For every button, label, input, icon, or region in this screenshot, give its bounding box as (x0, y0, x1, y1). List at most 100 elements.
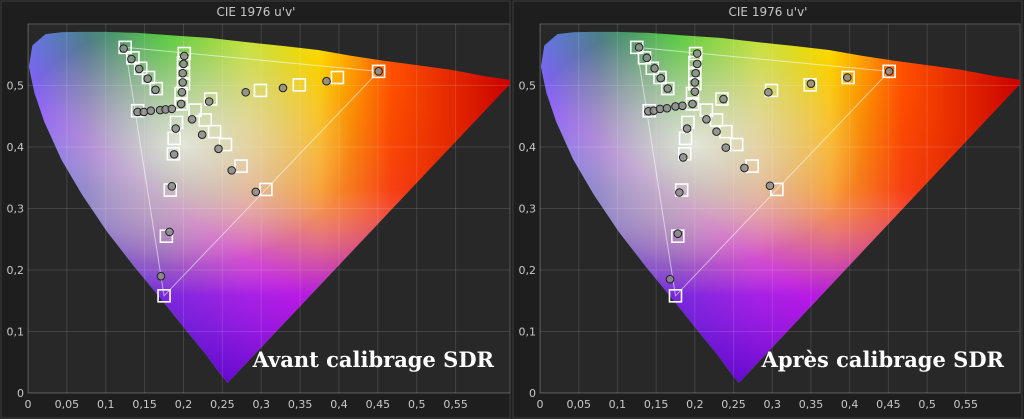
plot-content (28, 24, 510, 393)
target-square (660, 81, 675, 96)
x-tick-label: 0,1 (609, 398, 627, 411)
x-tick-label: 0,05 (55, 398, 80, 411)
plot-content (540, 24, 1020, 393)
x-tick-label: 0 (25, 398, 32, 411)
target-square (292, 78, 307, 92)
white-point-glow (28, 31, 510, 383)
measured-point (214, 144, 223, 154)
measured-point (663, 84, 673, 93)
target-square (803, 78, 817, 92)
measured-point (655, 104, 665, 114)
x-tick-label: 0,35 (799, 398, 824, 411)
measured-point (177, 87, 187, 97)
target-square (653, 70, 667, 85)
measured-point (187, 115, 197, 124)
chart-title: CIE 1976 u'v' (217, 5, 296, 19)
measured-point (712, 127, 721, 136)
target-square (141, 70, 156, 85)
target-square (126, 51, 140, 65)
target-square (715, 92, 729, 106)
measured-point (884, 67, 894, 76)
measured-point (671, 102, 680, 111)
measured-point (134, 64, 144, 74)
target-square (259, 182, 273, 197)
x-tick-label: 0,05 (566, 398, 591, 411)
x-tick-label: 0,4 (330, 398, 348, 411)
measured-point (719, 94, 728, 104)
target-square (118, 40, 132, 55)
y-tick-label: 0,1 (519, 326, 537, 339)
calibration-caption: Avant calibrage SDR (252, 347, 495, 372)
target-square (371, 64, 386, 79)
target-square (882, 64, 896, 79)
x-tick-label: 0,2 (686, 398, 704, 411)
x-tick-label: 0,4 (841, 398, 859, 411)
x-tick-label: 0,45 (876, 398, 901, 411)
measured-point (662, 103, 672, 113)
target-square (188, 103, 202, 117)
measured-point (702, 115, 711, 124)
x-tick-label: 0,2 (175, 398, 193, 411)
measured-point (127, 54, 136, 64)
y-tick-label: 0 (17, 387, 24, 400)
x-tick-label: 0,35 (288, 398, 313, 411)
y-tick-label: 0,2 (519, 264, 537, 277)
y-tick-label: 0,2 (7, 264, 25, 277)
x-tick-label: 0,25 (210, 398, 235, 411)
x-tick-label: 0,1 (97, 398, 115, 411)
measured-point (692, 59, 702, 69)
y-tick-label: 0,3 (7, 203, 25, 216)
x-tick-label: 0,5 (918, 398, 936, 411)
measured-point (690, 87, 700, 96)
measured-point (843, 73, 852, 82)
measured-point (634, 43, 644, 52)
measured-point (764, 87, 773, 97)
y-tick-label: 0,3 (519, 203, 537, 216)
target-square (174, 97, 188, 111)
target-square (218, 137, 233, 152)
x-tick-label: 0 (537, 398, 544, 411)
measured-point (179, 51, 189, 61)
measured-point (146, 106, 156, 116)
target-square (133, 61, 148, 76)
measured-point (156, 271, 166, 281)
measured-point (197, 130, 207, 139)
target-square (330, 70, 345, 85)
measured-point (806, 79, 816, 88)
measured-point (673, 229, 683, 239)
measured-point (692, 49, 702, 58)
measured-point (176, 99, 186, 109)
measured-point (151, 85, 160, 95)
y-tick-label: 0 (529, 387, 536, 400)
measured-point (165, 227, 174, 237)
measured-point (322, 76, 331, 86)
measured-point (169, 150, 179, 159)
chart-panel-1: CIE 1976 u'v' 0 0,05 0,1 0,15 0,2 0,25 0,3 0,35 0… (0, 0, 511, 419)
measured-point (682, 124, 692, 133)
y-tick-label: 0,4 (7, 141, 25, 154)
chart-panel-2: CIE 1976 u'v' 0 0,05 0,1 0,15 0,2 0,25 0,3 0,35 0… (512, 0, 1023, 419)
x-tick-label: 0,55 (954, 398, 979, 411)
x-tick-label: 0,15 (132, 398, 157, 411)
measured-point (204, 97, 214, 106)
x-tick-label: 0,5 (408, 398, 426, 411)
target-square (149, 81, 164, 96)
measured-point (688, 99, 697, 109)
measured-point (650, 63, 659, 73)
measured-point (691, 68, 700, 78)
target-square (253, 83, 268, 98)
measured-point (740, 163, 749, 173)
x-tick-label: 0,15 (644, 398, 669, 411)
y-tick-label: 0,5 (519, 80, 537, 93)
x-tick-label: 0,45 (366, 398, 391, 411)
y-tick-label: 0,4 (519, 141, 537, 154)
measured-point (678, 101, 687, 111)
target-square (685, 97, 700, 111)
target-square (668, 289, 683, 303)
x-tick-label: 0,55 (443, 398, 468, 411)
measured-point (690, 78, 700, 87)
measured-point (171, 124, 181, 133)
chart-title: CIE 1976 u'v' (729, 5, 808, 19)
